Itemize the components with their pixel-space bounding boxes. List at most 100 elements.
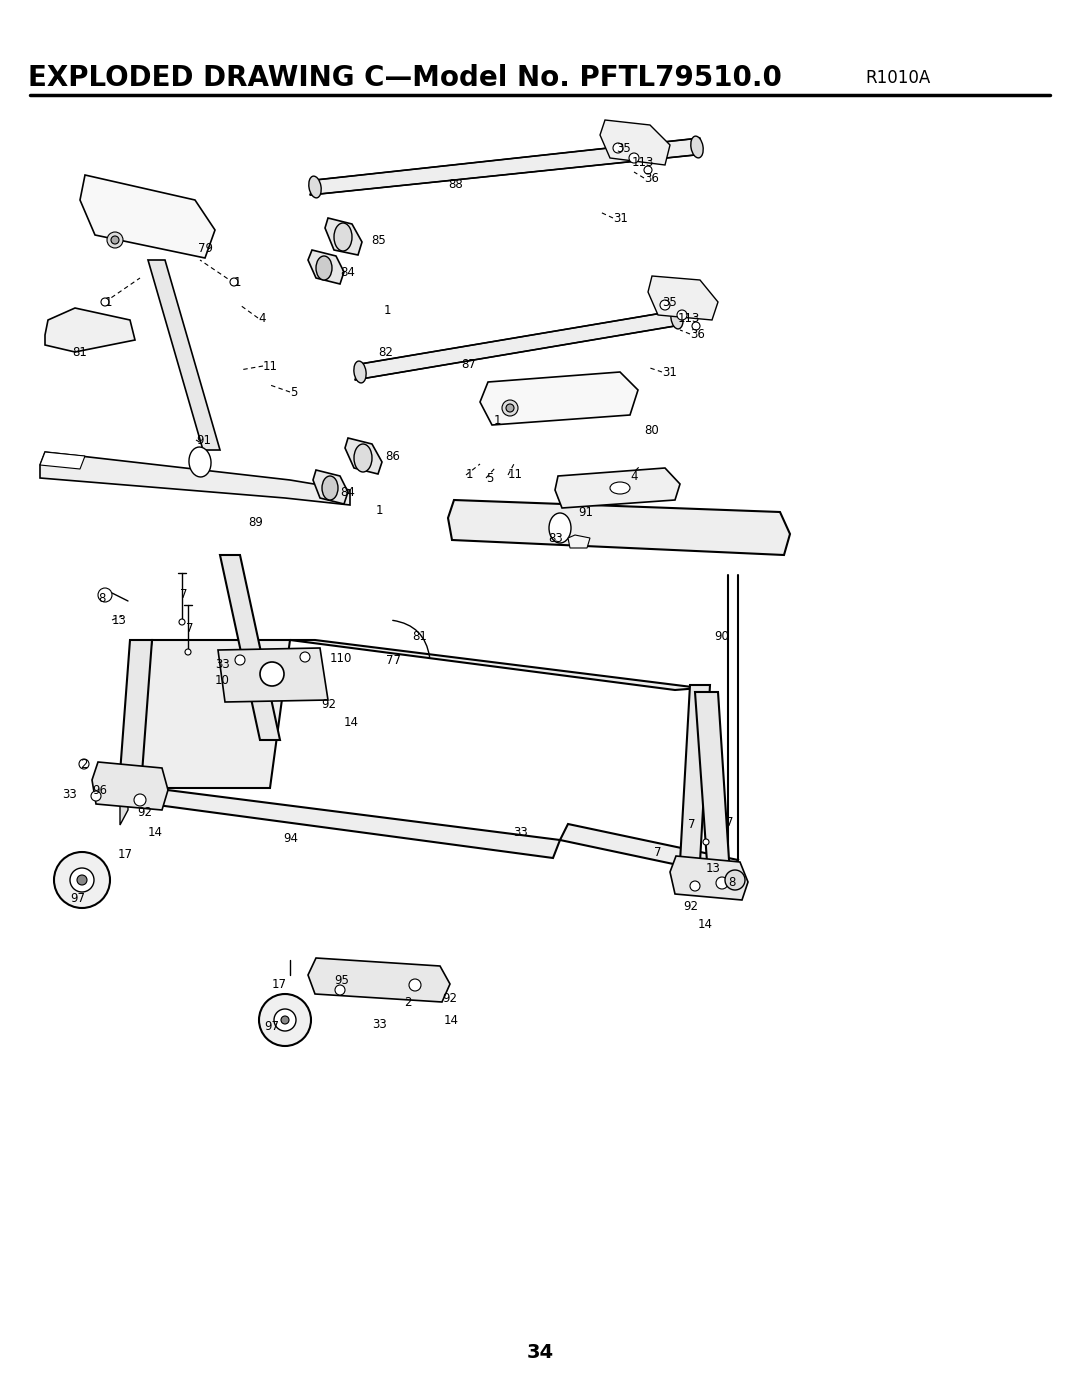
- Polygon shape: [40, 453, 85, 469]
- Text: 7: 7: [688, 817, 696, 830]
- Circle shape: [77, 875, 87, 886]
- Circle shape: [335, 985, 345, 995]
- Circle shape: [185, 650, 191, 655]
- Polygon shape: [310, 138, 700, 196]
- Polygon shape: [648, 277, 718, 320]
- Polygon shape: [696, 692, 730, 876]
- Circle shape: [102, 298, 109, 306]
- Text: 91: 91: [195, 433, 211, 447]
- Text: 2: 2: [404, 996, 411, 1009]
- Text: 17: 17: [118, 848, 133, 861]
- Text: 13: 13: [112, 613, 126, 626]
- Text: 17: 17: [272, 978, 287, 990]
- Text: 88: 88: [448, 179, 462, 191]
- Polygon shape: [220, 555, 280, 740]
- Circle shape: [677, 310, 687, 320]
- Circle shape: [274, 1009, 296, 1031]
- Ellipse shape: [354, 444, 372, 472]
- Ellipse shape: [189, 447, 211, 476]
- Text: 36: 36: [644, 172, 659, 184]
- Polygon shape: [120, 785, 160, 807]
- Polygon shape: [325, 218, 362, 256]
- Circle shape: [629, 154, 639, 163]
- Text: 94: 94: [283, 831, 298, 845]
- Polygon shape: [448, 500, 789, 555]
- Ellipse shape: [691, 136, 703, 158]
- Text: 14: 14: [444, 1013, 459, 1027]
- Text: 1: 1: [105, 296, 112, 309]
- Text: 86: 86: [384, 450, 400, 462]
- Ellipse shape: [316, 256, 332, 279]
- Circle shape: [259, 995, 311, 1046]
- Circle shape: [716, 877, 728, 888]
- Polygon shape: [218, 648, 328, 703]
- Circle shape: [134, 793, 146, 806]
- Text: 90: 90: [714, 630, 729, 643]
- Text: 84: 84: [340, 265, 355, 278]
- Text: 87: 87: [461, 359, 476, 372]
- Circle shape: [98, 588, 112, 602]
- Text: 35: 35: [662, 296, 677, 309]
- Polygon shape: [308, 250, 345, 284]
- Text: 14: 14: [698, 918, 713, 930]
- Text: 96: 96: [92, 784, 107, 796]
- Circle shape: [502, 400, 518, 416]
- Text: 8: 8: [98, 591, 106, 605]
- Text: 10: 10: [215, 673, 230, 686]
- Circle shape: [613, 142, 623, 154]
- Circle shape: [690, 882, 700, 891]
- Text: 35: 35: [616, 141, 631, 155]
- Polygon shape: [40, 453, 350, 504]
- Text: 2: 2: [80, 757, 87, 771]
- Circle shape: [281, 1016, 289, 1024]
- Circle shape: [70, 868, 94, 893]
- Polygon shape: [680, 685, 710, 862]
- Text: 92: 92: [442, 992, 457, 1004]
- Polygon shape: [80, 175, 215, 258]
- Text: 97: 97: [264, 1020, 279, 1032]
- Ellipse shape: [309, 176, 321, 198]
- Circle shape: [725, 870, 745, 890]
- Text: 1: 1: [494, 414, 501, 426]
- Circle shape: [644, 166, 652, 175]
- Circle shape: [107, 232, 123, 249]
- Text: 81: 81: [72, 346, 86, 359]
- Text: 7: 7: [654, 845, 661, 859]
- Ellipse shape: [671, 307, 684, 328]
- Polygon shape: [308, 958, 450, 1002]
- Text: 113: 113: [632, 155, 654, 169]
- Ellipse shape: [354, 360, 366, 383]
- Text: 110: 110: [330, 651, 352, 665]
- Circle shape: [703, 840, 708, 845]
- Polygon shape: [345, 439, 382, 474]
- Polygon shape: [670, 856, 748, 900]
- Text: 1: 1: [384, 303, 391, 317]
- Text: 31: 31: [613, 211, 627, 225]
- Text: 7: 7: [726, 816, 733, 828]
- Ellipse shape: [322, 476, 338, 500]
- Circle shape: [230, 278, 238, 286]
- Text: 33: 33: [215, 658, 230, 671]
- Text: 5: 5: [486, 472, 494, 485]
- Polygon shape: [313, 469, 348, 504]
- Text: 95: 95: [334, 974, 349, 986]
- Circle shape: [91, 791, 102, 800]
- Circle shape: [235, 655, 245, 665]
- Text: R1010A: R1010A: [865, 68, 930, 87]
- Text: 34: 34: [526, 1343, 554, 1362]
- Circle shape: [79, 759, 89, 768]
- Circle shape: [54, 852, 110, 908]
- Polygon shape: [45, 307, 135, 352]
- Text: EXPLODED DRAWING C—Model No. PFTL79510.0: EXPLODED DRAWING C—Model No. PFTL79510.0: [28, 64, 782, 92]
- Polygon shape: [148, 260, 220, 450]
- Text: 36: 36: [690, 327, 705, 341]
- Text: 81: 81: [411, 630, 427, 643]
- Polygon shape: [568, 535, 590, 548]
- Circle shape: [507, 404, 514, 412]
- Text: 13: 13: [706, 862, 720, 875]
- Polygon shape: [118, 640, 152, 800]
- Text: 89: 89: [248, 515, 262, 528]
- Text: 31: 31: [662, 366, 677, 379]
- Text: 1: 1: [234, 277, 242, 289]
- Text: 7: 7: [180, 588, 188, 601]
